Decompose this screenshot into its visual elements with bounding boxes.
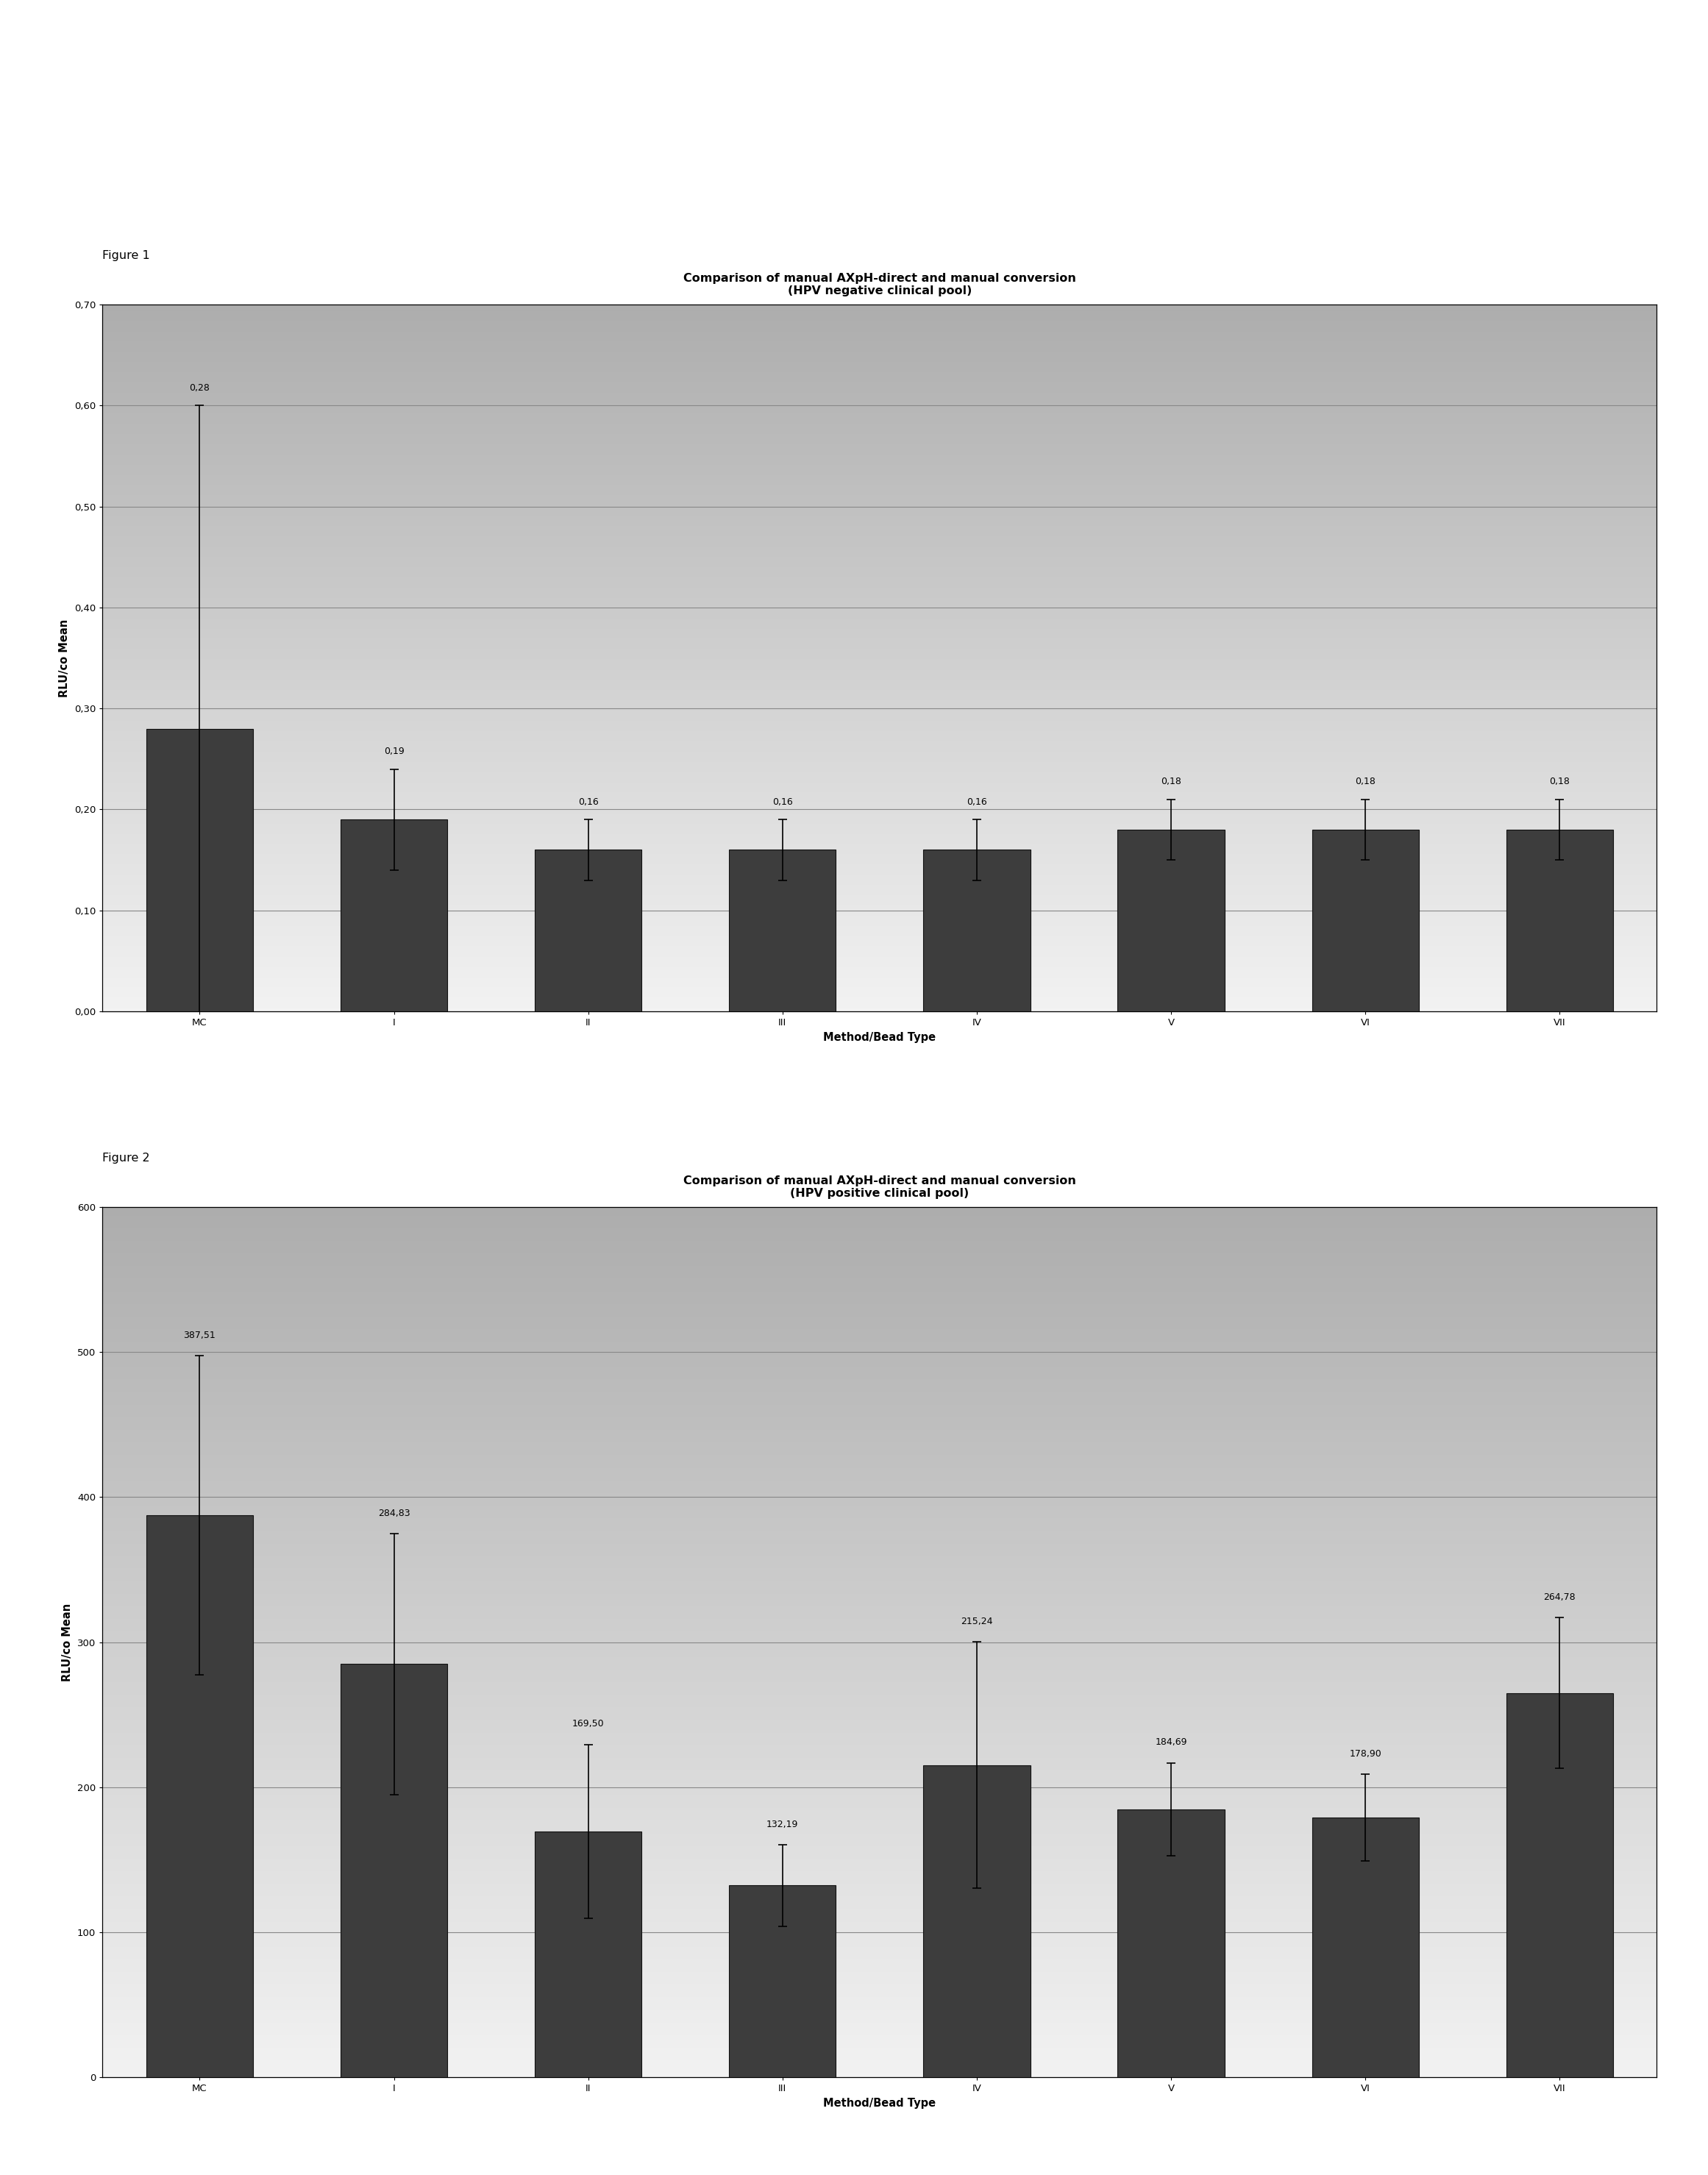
Text: 0,19: 0,19: [384, 746, 405, 757]
Bar: [535, 1831, 642, 2077]
Bar: [1312, 1818, 1419, 2077]
Text: Figure 1: Figure 1: [102, 250, 150, 261]
Text: 132,19: 132,19: [767, 1820, 798, 1829]
Text: 0,28: 0,28: [190, 383, 210, 394]
Text: Figure 2: Figure 2: [102, 1153, 150, 1164]
Text: 264,78: 264,78: [1544, 1592, 1576, 1603]
Bar: [340, 1664, 447, 2077]
Bar: [340, 820, 447, 1011]
Bar: [1506, 1692, 1612, 2077]
Text: 0,16: 0,16: [772, 798, 793, 807]
Text: 0,16: 0,16: [967, 798, 987, 807]
Bar: [147, 729, 253, 1011]
Text: 0,18: 0,18: [1354, 776, 1375, 787]
Bar: [1117, 1810, 1225, 2077]
Bar: [924, 850, 1030, 1011]
Bar: [1506, 829, 1612, 1011]
Bar: [535, 850, 642, 1011]
Y-axis label: RLU/co Mean: RLU/co Mean: [61, 1603, 73, 1681]
Text: 284,83: 284,83: [377, 1509, 410, 1518]
Bar: [147, 1516, 253, 2077]
Title: Comparison of manual AXpH-direct and manual conversion
(HPV negative clinical po: Comparison of manual AXpH-direct and man…: [683, 272, 1076, 296]
Text: 387,51: 387,51: [183, 1331, 215, 1340]
Text: 0,16: 0,16: [577, 798, 598, 807]
Bar: [1312, 829, 1419, 1011]
Text: 178,90: 178,90: [1349, 1749, 1382, 1760]
Text: 0,18: 0,18: [1549, 776, 1570, 787]
Bar: [729, 850, 835, 1011]
Text: 0,18: 0,18: [1161, 776, 1182, 787]
Title: Comparison of manual AXpH-direct and manual conversion
(HPV positive clinical po: Comparison of manual AXpH-direct and man…: [683, 1175, 1076, 1198]
Bar: [1117, 829, 1225, 1011]
Text: 169,50: 169,50: [572, 1718, 605, 1729]
Y-axis label: RLU/co Mean: RLU/co Mean: [60, 620, 70, 696]
Bar: [924, 1766, 1030, 2077]
Text: 215,24: 215,24: [962, 1616, 992, 1627]
X-axis label: Method/Bead Type: Method/Bead Type: [823, 1031, 936, 1042]
Text: 184,69: 184,69: [1155, 1738, 1187, 1747]
Bar: [729, 1886, 835, 2077]
X-axis label: Method/Bead Type: Method/Bead Type: [823, 2097, 936, 2108]
